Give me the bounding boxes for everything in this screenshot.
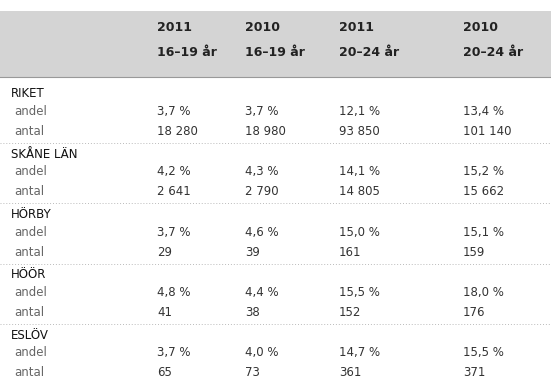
- Text: 371: 371: [463, 367, 485, 380]
- Text: 16–19 år: 16–19 år: [157, 46, 217, 59]
- Text: antal: antal: [14, 367, 44, 380]
- Text: 41: 41: [157, 306, 172, 319]
- Text: HÖÖR: HÖÖR: [11, 268, 46, 282]
- Text: ESLÖV: ESLÖV: [11, 329, 49, 342]
- Text: 2010: 2010: [463, 21, 498, 34]
- Text: 20–24 år: 20–24 år: [463, 46, 523, 59]
- Text: 2011: 2011: [157, 21, 192, 34]
- Text: 12,1 %: 12,1 %: [339, 105, 380, 118]
- Text: 3,7 %: 3,7 %: [157, 347, 191, 359]
- Text: 4,8 %: 4,8 %: [157, 286, 191, 299]
- Text: RIKET: RIKET: [11, 87, 45, 100]
- Text: 15,5 %: 15,5 %: [463, 347, 504, 359]
- Text: SKÅNE LÄN: SKÅNE LÄN: [11, 147, 78, 160]
- Text: 2 641: 2 641: [157, 185, 191, 198]
- Text: 4,6 %: 4,6 %: [245, 226, 279, 239]
- Text: 15,0 %: 15,0 %: [339, 226, 380, 239]
- Text: 29: 29: [157, 246, 172, 259]
- Text: andel: andel: [14, 105, 47, 118]
- Text: antal: antal: [14, 125, 44, 138]
- Text: 18,0 %: 18,0 %: [463, 286, 504, 299]
- Text: 3,7 %: 3,7 %: [157, 105, 191, 118]
- Text: 176: 176: [463, 306, 485, 319]
- Text: 4,0 %: 4,0 %: [245, 347, 279, 359]
- Text: HÖRBY: HÖRBY: [11, 208, 52, 221]
- Bar: [0, 11, 551, 77]
- Text: 159: 159: [463, 246, 485, 259]
- Text: 13,4 %: 13,4 %: [463, 105, 504, 118]
- Text: 73: 73: [245, 367, 260, 380]
- Text: 39: 39: [245, 246, 260, 259]
- Text: antal: antal: [14, 246, 44, 259]
- Text: 38: 38: [245, 306, 260, 319]
- Text: 15 662: 15 662: [463, 185, 504, 198]
- Text: andel: andel: [14, 347, 47, 359]
- Text: 18 280: 18 280: [157, 125, 198, 138]
- Text: 3,7 %: 3,7 %: [157, 226, 191, 239]
- Text: 20–24 år: 20–24 år: [339, 46, 399, 59]
- Text: 2010: 2010: [245, 21, 280, 34]
- Text: 65: 65: [157, 367, 172, 380]
- Text: 18 980: 18 980: [245, 125, 286, 138]
- Text: 4,2 %: 4,2 %: [157, 165, 191, 178]
- Text: 152: 152: [339, 306, 361, 319]
- Text: antal: antal: [14, 185, 44, 198]
- Text: 4,4 %: 4,4 %: [245, 286, 279, 299]
- Text: 15,1 %: 15,1 %: [463, 226, 504, 239]
- Text: 161: 161: [339, 246, 361, 259]
- Text: 14 805: 14 805: [339, 185, 380, 198]
- Text: 101 140: 101 140: [463, 125, 511, 138]
- Text: 2 790: 2 790: [245, 185, 279, 198]
- Text: 3,7 %: 3,7 %: [245, 105, 279, 118]
- Text: 4,3 %: 4,3 %: [245, 165, 279, 178]
- Text: 15,5 %: 15,5 %: [339, 286, 380, 299]
- Text: andel: andel: [14, 165, 47, 178]
- Text: 93 850: 93 850: [339, 125, 380, 138]
- Text: andel: andel: [14, 226, 47, 239]
- Text: 15,2 %: 15,2 %: [463, 165, 504, 178]
- Text: antal: antal: [14, 306, 44, 319]
- Text: andel: andel: [14, 286, 47, 299]
- Text: 14,7 %: 14,7 %: [339, 347, 380, 359]
- Text: 16–19 år: 16–19 år: [245, 46, 305, 59]
- Text: 361: 361: [339, 367, 361, 380]
- Text: 14,1 %: 14,1 %: [339, 165, 380, 178]
- Text: 2011: 2011: [339, 21, 374, 34]
